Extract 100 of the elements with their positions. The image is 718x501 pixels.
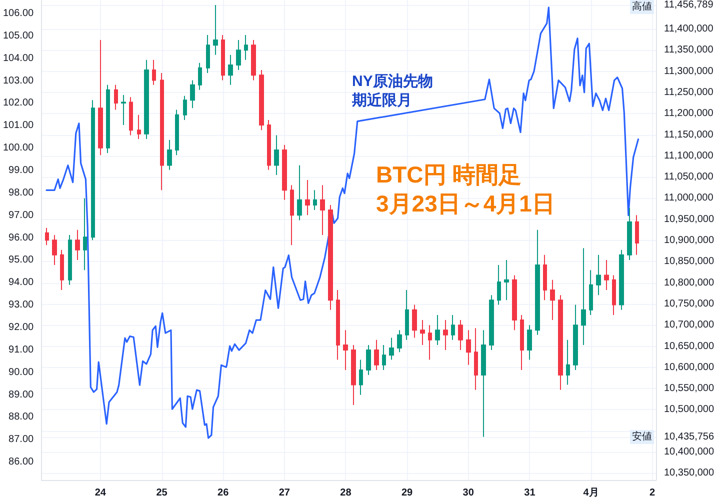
candlestick [213, 4, 218, 56]
candlestick [451, 314, 455, 340]
candlestick [474, 328, 478, 390]
y2-tick-label: 11,250,000 [664, 86, 714, 98]
y-tick-label: 98.00 [8, 187, 34, 198]
x-tick-label: 29 [401, 488, 414, 498]
candlestick [68, 234, 72, 286]
candlestick [129, 96, 133, 136]
y-tick-label: 89.00 [8, 389, 34, 400]
y-tick-label: 101.00 [2, 120, 34, 132]
y-tick-label: 87.00 [8, 434, 34, 446]
candlestick [366, 344, 371, 376]
y2-tick-label: 10,350,000 [664, 468, 714, 479]
candlestick [167, 139, 172, 170]
candlestick [359, 359, 363, 396]
candlestick [481, 330, 486, 438]
candlestick [397, 330, 402, 353]
candlestick [527, 324, 532, 360]
candlestick [635, 214, 639, 256]
candlestick [45, 227, 49, 246]
y2-tick-label: 11,456,789 [664, 0, 714, 10]
candlestick [60, 249, 64, 290]
candlestick [274, 134, 279, 176]
candlestick [183, 95, 187, 120]
y-tick-label: 95.00 [8, 254, 34, 266]
y-tick-label: 91.00 [8, 344, 34, 356]
y-tick-label: 94.00 [8, 277, 34, 288]
candlestick [466, 330, 471, 366]
candlestick [581, 248, 586, 346]
candlestick [489, 294, 494, 351]
y-tick-label: 96.00 [8, 232, 34, 244]
y2-tick-label: 10,850,000 [664, 256, 714, 268]
x-tick-label: 26 [218, 488, 230, 498]
candlestick [328, 204, 333, 310]
candlestick [137, 114, 141, 140]
y-tick-label: 92.00 [8, 322, 34, 333]
y2-tick-label: 11,100,000 [664, 150, 714, 162]
candlestick [251, 40, 256, 81]
y2-tick-label: 11,000,000 [664, 192, 714, 204]
candlestick [543, 254, 547, 301]
y-tick-label: 100.00 [2, 142, 34, 154]
y-tick-label: 90.00 [8, 366, 34, 378]
y2-tick-label: 10,650,000 [664, 340, 714, 352]
candlestick [282, 144, 287, 200]
candlestick [267, 119, 271, 170]
candlestick [206, 34, 210, 74]
candlestick [305, 180, 310, 216]
y2-tick-label: 10,550,000 [664, 383, 714, 394]
x-tick-label: 25 [156, 488, 168, 498]
y2-tick-label: 11,300,000 [664, 66, 714, 77]
candlestick [228, 54, 233, 86]
y2-tick-label: 11,150,000 [664, 129, 714, 140]
candlestick [336, 290, 340, 360]
candlestick [596, 254, 601, 296]
candlestick [290, 184, 294, 246]
candlestick [382, 344, 386, 370]
candlestick [573, 304, 578, 370]
candlestick [520, 314, 524, 370]
candlestick [114, 84, 118, 110]
y2-tick-label: 11,050,000 [664, 172, 714, 183]
candlestick [152, 59, 156, 86]
y-tick-label: 106.00 [2, 8, 34, 19]
y2-tick-label: 10,700,000 [664, 320, 714, 331]
y2-tick-label: 11,350,000 [664, 44, 714, 56]
y2-tick-label: 10,500,000 [664, 404, 714, 416]
y-tick-label: 88.00 [8, 412, 34, 423]
x-tick-label: 4月 [583, 488, 599, 498]
y-tick-label: 86.00 [8, 456, 34, 468]
candlestick [558, 294, 563, 390]
candlestick [221, 34, 225, 81]
y2-tick-label: 10,600,000 [664, 362, 714, 373]
y-tick-label: 104.00 [2, 52, 34, 64]
candlestick [244, 34, 248, 60]
candlestick [297, 164, 302, 221]
candlestick [190, 80, 195, 109]
candlestick [175, 109, 179, 156]
candlestick [512, 274, 517, 331]
candlestick [374, 339, 379, 370]
candlestick [320, 184, 325, 236]
candlestick [428, 324, 432, 360]
candlestick [121, 94, 126, 126]
candlestick [550, 279, 555, 321]
candlestick [504, 259, 509, 301]
candlestick [343, 330, 348, 370]
y2-tick-label: 11,400,000 [664, 24, 714, 35]
candlestick [589, 270, 593, 316]
candlestick [619, 249, 624, 310]
candlestick [612, 274, 616, 316]
y2-tick-label: 11,200,000 [664, 108, 714, 120]
candlestick [435, 314, 440, 346]
candlestick [83, 198, 87, 271]
x-tick-label: 27 [278, 488, 290, 498]
annotation: 安値 [632, 430, 652, 442]
candlestick [98, 40, 103, 156]
text: BTC円 時間足 3月23日～4月1日 [376, 162, 555, 216]
y2-tick-label: 10,400,000 [664, 446, 714, 458]
candlestick [91, 100, 95, 241]
candlestick [236, 40, 241, 71]
candlestick [259, 70, 264, 131]
candlestick [160, 72, 164, 191]
